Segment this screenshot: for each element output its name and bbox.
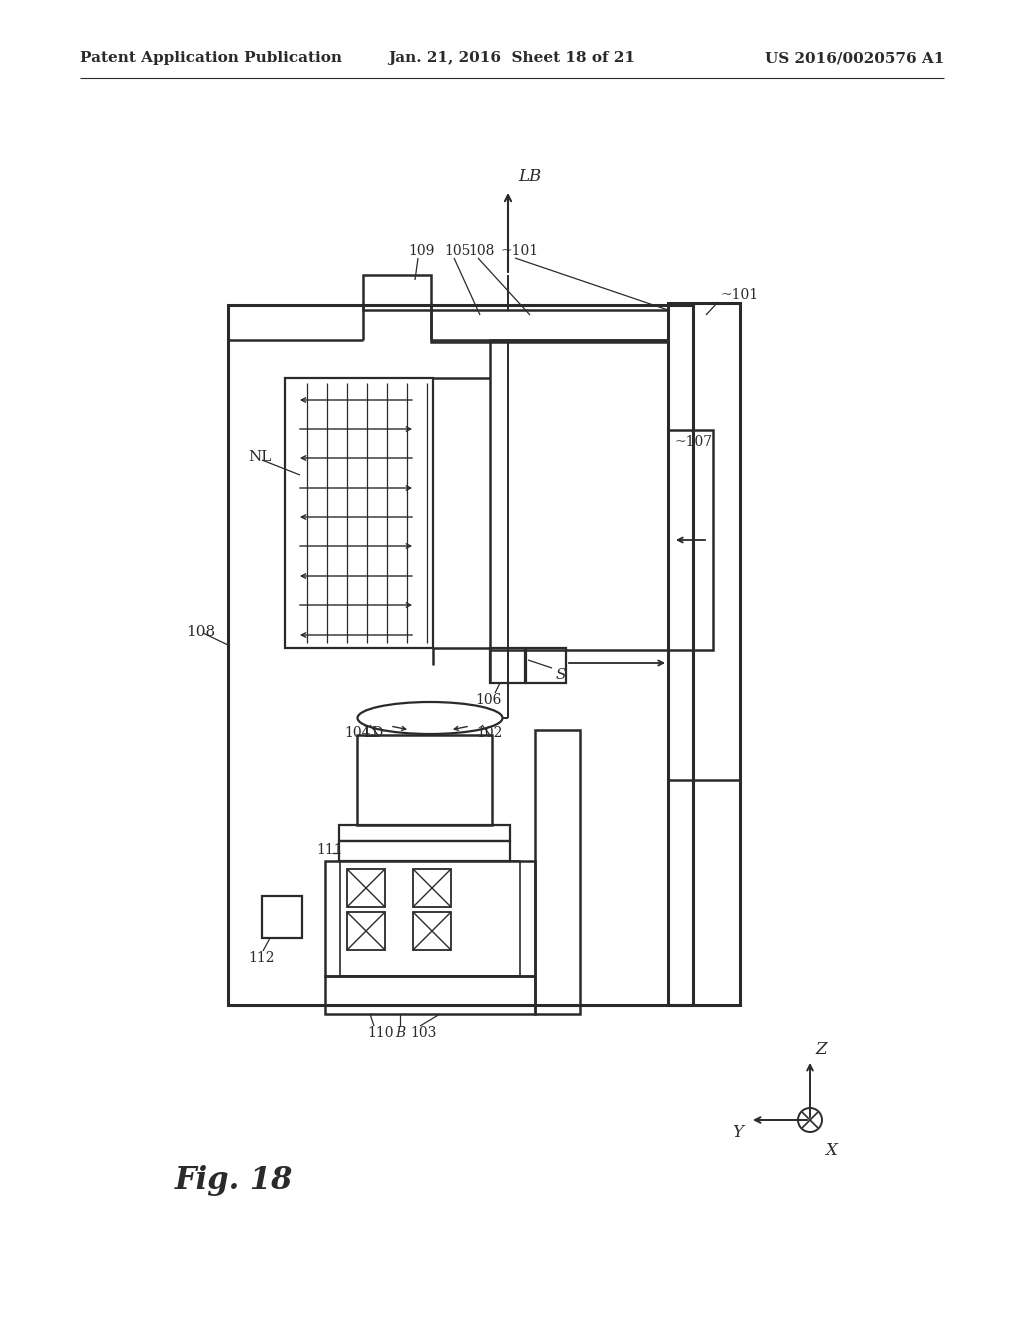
Text: 109: 109	[408, 244, 434, 257]
Bar	[490, 341, 668, 649]
Bar	[490, 648, 525, 682]
Text: 103: 103	[410, 1026, 436, 1040]
Text: LD: LD	[362, 726, 383, 741]
Bar	[347, 869, 385, 907]
Text: 108: 108	[186, 624, 215, 639]
Text: Fig. 18: Fig. 18	[175, 1166, 293, 1196]
Text: 106: 106	[475, 693, 502, 708]
Bar	[362, 275, 431, 310]
Text: 105: 105	[444, 244, 470, 257]
Text: 112: 112	[248, 950, 274, 965]
Text: Z: Z	[815, 1041, 826, 1059]
Text: B: B	[395, 1026, 406, 1040]
Text: Jan. 21, 2016  Sheet 18 of 21: Jan. 21, 2016 Sheet 18 of 21	[388, 51, 636, 65]
Bar	[228, 305, 693, 1005]
Text: S: S	[556, 668, 566, 682]
Bar	[357, 735, 492, 825]
Text: 102: 102	[476, 726, 503, 741]
Bar	[535, 730, 580, 1014]
Text: NL: NL	[248, 450, 271, 465]
Bar	[340, 861, 520, 975]
Bar	[668, 304, 740, 1005]
Bar	[285, 378, 433, 648]
Bar	[526, 648, 566, 682]
Bar	[325, 861, 535, 975]
Text: 111: 111	[316, 843, 343, 857]
Bar	[339, 825, 510, 841]
Text: ~101: ~101	[500, 244, 539, 257]
Text: Y: Y	[732, 1125, 743, 1140]
Bar	[262, 896, 302, 939]
Bar	[413, 869, 451, 907]
Bar	[431, 310, 668, 342]
Text: 104: 104	[344, 726, 371, 741]
Bar	[413, 912, 451, 950]
Text: ~101: ~101	[720, 288, 758, 302]
Bar	[325, 975, 535, 1014]
Text: LB: LB	[518, 168, 542, 185]
Text: US 2016/0020576 A1: US 2016/0020576 A1	[765, 51, 944, 65]
Text: X: X	[825, 1142, 837, 1159]
Bar	[339, 841, 510, 861]
Text: ~107: ~107	[674, 436, 712, 449]
Text: Patent Application Publication: Patent Application Publication	[80, 51, 342, 65]
Bar	[668, 780, 740, 1005]
Bar	[668, 430, 713, 649]
Text: 108: 108	[468, 244, 495, 257]
Text: 110: 110	[367, 1026, 393, 1040]
Bar	[347, 912, 385, 950]
